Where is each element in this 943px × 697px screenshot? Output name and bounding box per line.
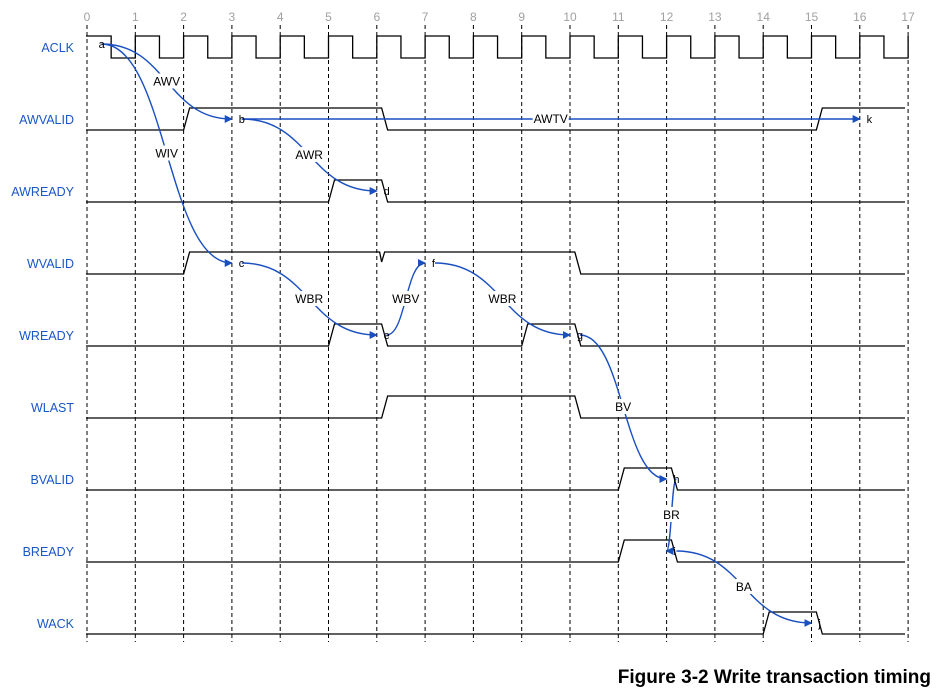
- arrow-label: BV: [615, 400, 631, 414]
- arrow-label: BA: [736, 580, 752, 594]
- cycle-number: 0: [84, 10, 91, 24]
- cycle-number: 5: [325, 10, 332, 24]
- cycle-number: 7: [422, 10, 429, 24]
- event-b: b: [239, 114, 245, 126]
- waveforms: [86, 35, 909, 635]
- arrow-label: WIV: [155, 147, 178, 161]
- signal-labels: ACLK AWVALID AWREADY WVALID WREADY WLAST BVALI…: [11, 41, 74, 631]
- event-markers: a b c d e f g h i j k: [99, 39, 873, 630]
- arrow-label-bg: [295, 147, 324, 162]
- cycle-number: 16: [853, 10, 867, 24]
- cycle-number: 13: [708, 10, 722, 24]
- cycle-number: 10: [563, 10, 577, 24]
- signal-name: BVALID: [30, 473, 74, 487]
- signal-name: WACK: [37, 617, 75, 631]
- waveform-wlast: [86, 395, 905, 419]
- signal-name: AWREADY: [11, 185, 74, 199]
- waveform-bready: [86, 539, 905, 563]
- event-f: f: [432, 258, 436, 270]
- cycle-number: 9: [518, 10, 525, 24]
- cycle-number: 4: [277, 10, 284, 24]
- cycle-number: 6: [373, 10, 380, 24]
- event-c: c: [239, 258, 245, 270]
- arrow-label-bg: [732, 579, 755, 594]
- event-i: i: [673, 546, 675, 558]
- event-j: j: [817, 618, 820, 630]
- cycle-number: 17: [901, 10, 915, 24]
- event-d: d: [384, 186, 390, 198]
- figure-caption: Figure 3-2 Write transaction timing: [617, 667, 931, 688]
- arrow-label-bg: [660, 507, 683, 522]
- arrow-label: WBV: [392, 292, 419, 306]
- arrow-label: WBR: [488, 292, 516, 306]
- arrow-label-bg: [152, 73, 181, 89]
- cycle-grid: [86, 25, 909, 642]
- event-k: k: [867, 114, 873, 126]
- arrow-label: WBR: [295, 292, 323, 306]
- waveform-wvalid: [86, 251, 905, 275]
- arrow-label: AWR: [295, 148, 323, 162]
- cycle-number: 12: [660, 10, 674, 24]
- arrow-label-bg: [391, 291, 420, 306]
- cycle-labels: 0 1 2 3 4 5 6 7 8 9 10 11 12 13 14 15 16 17: [84, 10, 915, 24]
- arrow-label: AWTV: [534, 112, 568, 126]
- dependency-arrows: AWV WIV AWR AWTV WBR WBV WBR BV BR BA: [101, 43, 861, 627]
- arrow-label-bg: [532, 111, 569, 126]
- signal-name: ACLK: [41, 41, 74, 55]
- arrow-label: AWV: [153, 75, 180, 89]
- arrow-label-bg: [488, 291, 517, 306]
- cycle-number: 11: [612, 10, 625, 24]
- event-e: e: [384, 330, 390, 342]
- event-a: a: [99, 39, 106, 51]
- waveform-aclk: [86, 35, 909, 59]
- signal-name: WLAST: [31, 401, 74, 415]
- event-g: g: [577, 330, 583, 342]
- cycle-number: 15: [805, 10, 819, 24]
- cycle-number: 1: [132, 10, 139, 24]
- signal-name: WVALID: [27, 257, 74, 271]
- cycle-number: 8: [470, 10, 477, 24]
- waveform-wack: [86, 611, 905, 635]
- cycle-number: 14: [757, 10, 771, 24]
- cycle-number: 3: [229, 10, 236, 24]
- signal-name: AWVALID: [19, 113, 74, 127]
- waveform-awready: [86, 179, 905, 203]
- arrow-label-bg: [295, 291, 324, 306]
- arrow-label-bg: [612, 399, 635, 414]
- arrow-label-bg: [152, 145, 181, 161]
- waveform-bvalid: [86, 467, 905, 491]
- cycle-number: 2: [180, 10, 187, 24]
- waveform-wready: [86, 323, 905, 347]
- signal-name: BREADY: [23, 545, 75, 559]
- arrow-label: BR: [663, 508, 680, 522]
- event-h: h: [673, 474, 679, 486]
- signal-name: WREADY: [19, 329, 75, 343]
